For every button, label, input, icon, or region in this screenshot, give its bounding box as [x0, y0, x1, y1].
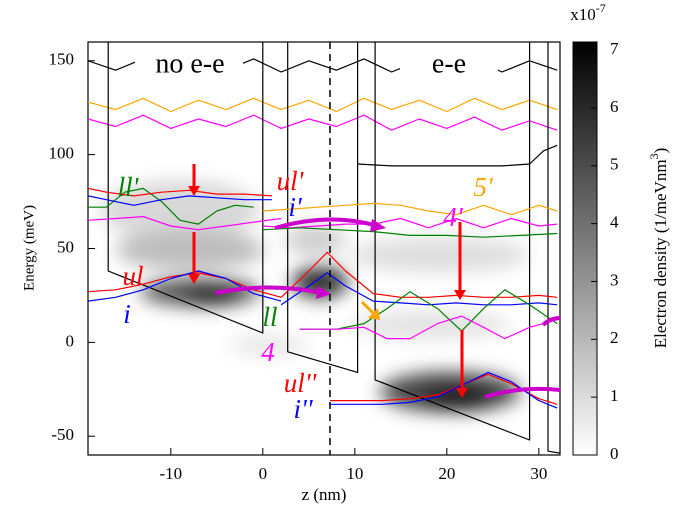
x-tick-label: 30: [530, 464, 547, 483]
series-line: [299, 315, 558, 340]
colorbar-scale-base: x10: [570, 5, 596, 24]
series-line: [262, 227, 558, 238]
colorbar-tick-label: 5: [610, 155, 619, 174]
annotation: no e-e: [155, 48, 224, 79]
y-tick-label: -50: [51, 425, 74, 444]
series-line: [262, 202, 558, 216]
annotation-box: [135, 45, 243, 85]
state-label: 4': [443, 202, 464, 232]
series-line: [88, 97, 558, 113]
colorbar-tick-label: 1: [610, 386, 619, 405]
x-tick-label: 0: [259, 464, 268, 483]
x-tick-label: -10: [159, 464, 182, 483]
state-label: ul': [277, 166, 305, 196]
colorbar-tick-label: 2: [610, 328, 619, 347]
y-tick-label: 0: [66, 331, 75, 350]
state-label: i: [123, 299, 131, 329]
series-line: [88, 187, 254, 225]
state-label: ul: [122, 261, 143, 291]
colorbar-tick-label: 4: [610, 213, 619, 232]
colorbar-tick-label: 6: [610, 97, 619, 116]
series-line: [280, 272, 558, 306]
x-tick-label: 20: [438, 464, 455, 483]
y-tick-label: 50: [57, 237, 74, 256]
colorbar-scale-exponent: -7: [596, 1, 606, 15]
series-line: [357, 144, 558, 167]
series-line: [88, 195, 272, 206]
colorbar-label-part: Electron density (1/meVnm: [651, 159, 670, 348]
colorbar-label: Electron density (1/meVnm3): [647, 148, 670, 349]
state-label: i': [288, 192, 303, 222]
y-tick-label: 150: [49, 50, 75, 69]
arrows: [188, 164, 561, 399]
series-line: [262, 217, 558, 229]
colorbar-scale: x10-7: [570, 1, 606, 24]
state-label: 4: [261, 337, 275, 367]
colorbar-label-part: ): [651, 148, 670, 154]
annotation: e-e: [432, 48, 466, 79]
series-line: [88, 114, 558, 131]
state-label: 5': [473, 172, 494, 202]
series-line: [88, 216, 282, 231]
state-label: ll': [118, 172, 140, 202]
colorbar-label-part: 3: [647, 153, 661, 159]
state-label: ll: [262, 302, 277, 332]
colorbar-tick-label: 7: [610, 39, 619, 58]
series-line: [88, 270, 282, 302]
colorbar-tick-label: 0: [610, 444, 619, 463]
y-tick-label: 100: [49, 144, 75, 163]
series-line: [299, 289, 558, 332]
y-axis-label: Energy (meV): [21, 205, 37, 291]
state-label: i'': [293, 394, 313, 424]
state-label: ul'': [284, 368, 318, 398]
colorbar-tick-label: 3: [610, 270, 619, 289]
annotation-box: [400, 45, 498, 85]
x-axis-label: z (nm): [302, 485, 347, 504]
colorbar: [572, 41, 598, 456]
density-map: [100, 180, 530, 412]
x-tick-label: 10: [346, 464, 363, 483]
series-line: [88, 187, 273, 197]
series-line: [107, 42, 560, 454]
